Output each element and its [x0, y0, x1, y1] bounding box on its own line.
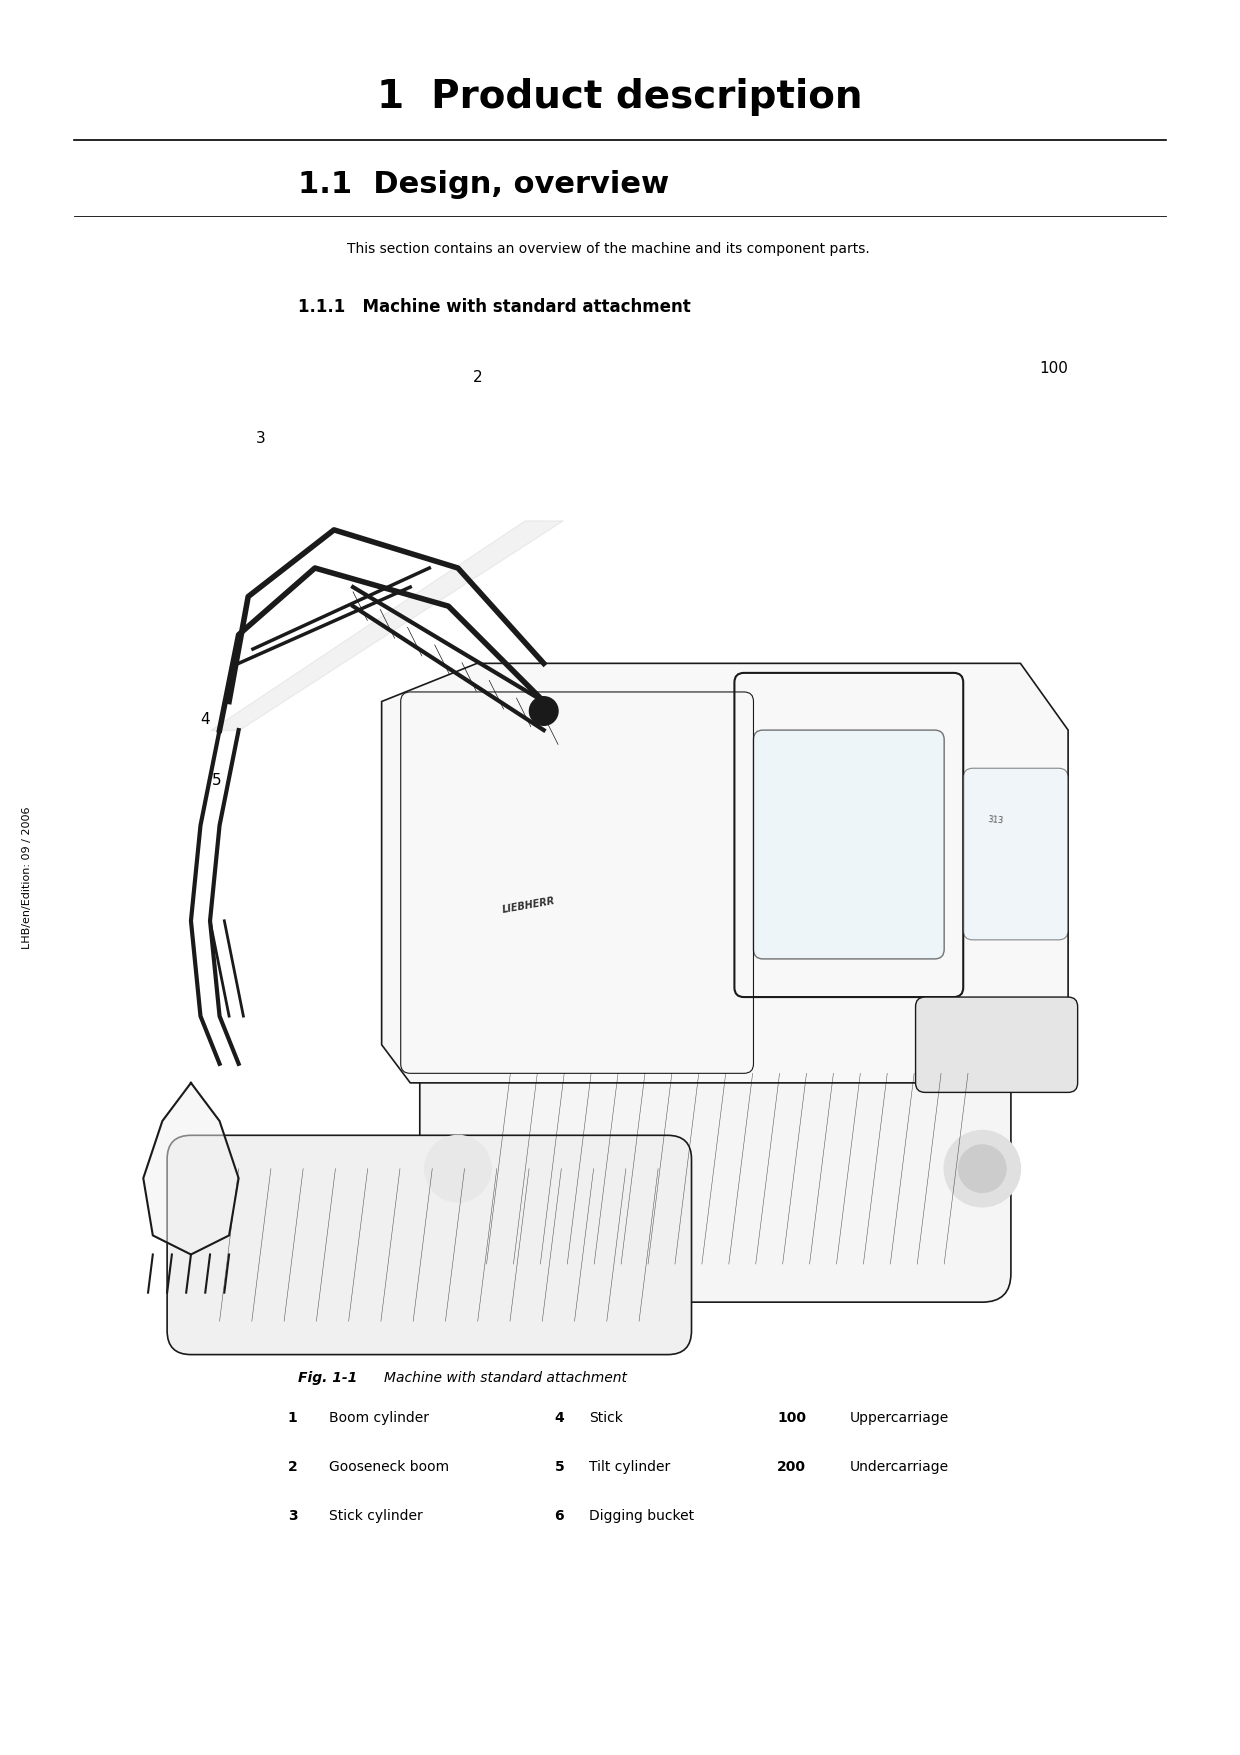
Text: 4: 4: [200, 713, 210, 727]
Text: Tilt cylinder: Tilt cylinder: [589, 1460, 671, 1474]
Text: 1.1  Design, overview: 1.1 Design, overview: [298, 170, 668, 198]
Text: Boom cylinder: Boom cylinder: [329, 1411, 429, 1425]
FancyBboxPatch shape: [963, 769, 1068, 941]
Text: Machine with standard attachment: Machine with standard attachment: [384, 1371, 627, 1385]
Text: 2: 2: [288, 1460, 298, 1474]
PathPatch shape: [382, 663, 1068, 1083]
Text: 6: 6: [262, 1327, 272, 1341]
FancyBboxPatch shape: [420, 1035, 1011, 1302]
Text: 5: 5: [554, 1460, 564, 1474]
Text: Stick: Stick: [589, 1411, 622, 1425]
Text: Fig. 1-1: Fig. 1-1: [298, 1371, 377, 1385]
Circle shape: [959, 1144, 1006, 1192]
FancyBboxPatch shape: [167, 1135, 692, 1355]
Text: LIEBHERR: LIEBHERR: [501, 895, 556, 914]
Text: Gooseneck boom: Gooseneck boom: [329, 1460, 449, 1474]
Circle shape: [529, 697, 558, 725]
FancyBboxPatch shape: [754, 730, 944, 958]
Text: 200: 200: [777, 1460, 806, 1474]
Circle shape: [944, 1130, 1021, 1207]
Text: 1  Product description: 1 Product description: [377, 77, 863, 116]
Text: 100: 100: [777, 1411, 806, 1425]
Text: 1.1.1   Machine with standard attachment: 1.1.1 Machine with standard attachment: [298, 298, 691, 316]
Text: Uppercarriage: Uppercarriage: [849, 1411, 949, 1425]
Text: 1: 1: [497, 756, 507, 770]
Text: LHB/en/Edition: 09 / 2006: LHB/en/Edition: 09 / 2006: [22, 806, 32, 949]
Text: 5: 5: [212, 774, 222, 788]
Text: 3: 3: [255, 432, 265, 446]
FancyBboxPatch shape: [915, 997, 1078, 1092]
Polygon shape: [144, 1083, 238, 1255]
Text: 2: 2: [472, 370, 482, 384]
Text: Stick cylinder: Stick cylinder: [329, 1509, 423, 1523]
Circle shape: [424, 1135, 491, 1202]
Text: 100: 100: [1039, 362, 1069, 376]
Text: 200: 200: [890, 756, 920, 770]
Text: 6: 6: [554, 1509, 564, 1523]
Text: Undercarriage: Undercarriage: [849, 1460, 949, 1474]
Text: 313: 313: [987, 814, 1003, 825]
Text: 1: 1: [288, 1411, 298, 1425]
Text: 4: 4: [554, 1411, 564, 1425]
Text: This section contains an overview of the machine and its component parts.: This section contains an overview of the…: [347, 242, 870, 256]
Text: 3: 3: [288, 1509, 298, 1523]
Text: Digging bucket: Digging bucket: [589, 1509, 694, 1523]
